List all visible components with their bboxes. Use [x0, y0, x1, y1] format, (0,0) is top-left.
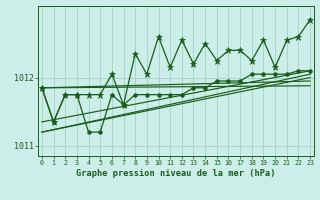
X-axis label: Graphe pression niveau de la mer (hPa): Graphe pression niveau de la mer (hPa): [76, 169, 276, 178]
